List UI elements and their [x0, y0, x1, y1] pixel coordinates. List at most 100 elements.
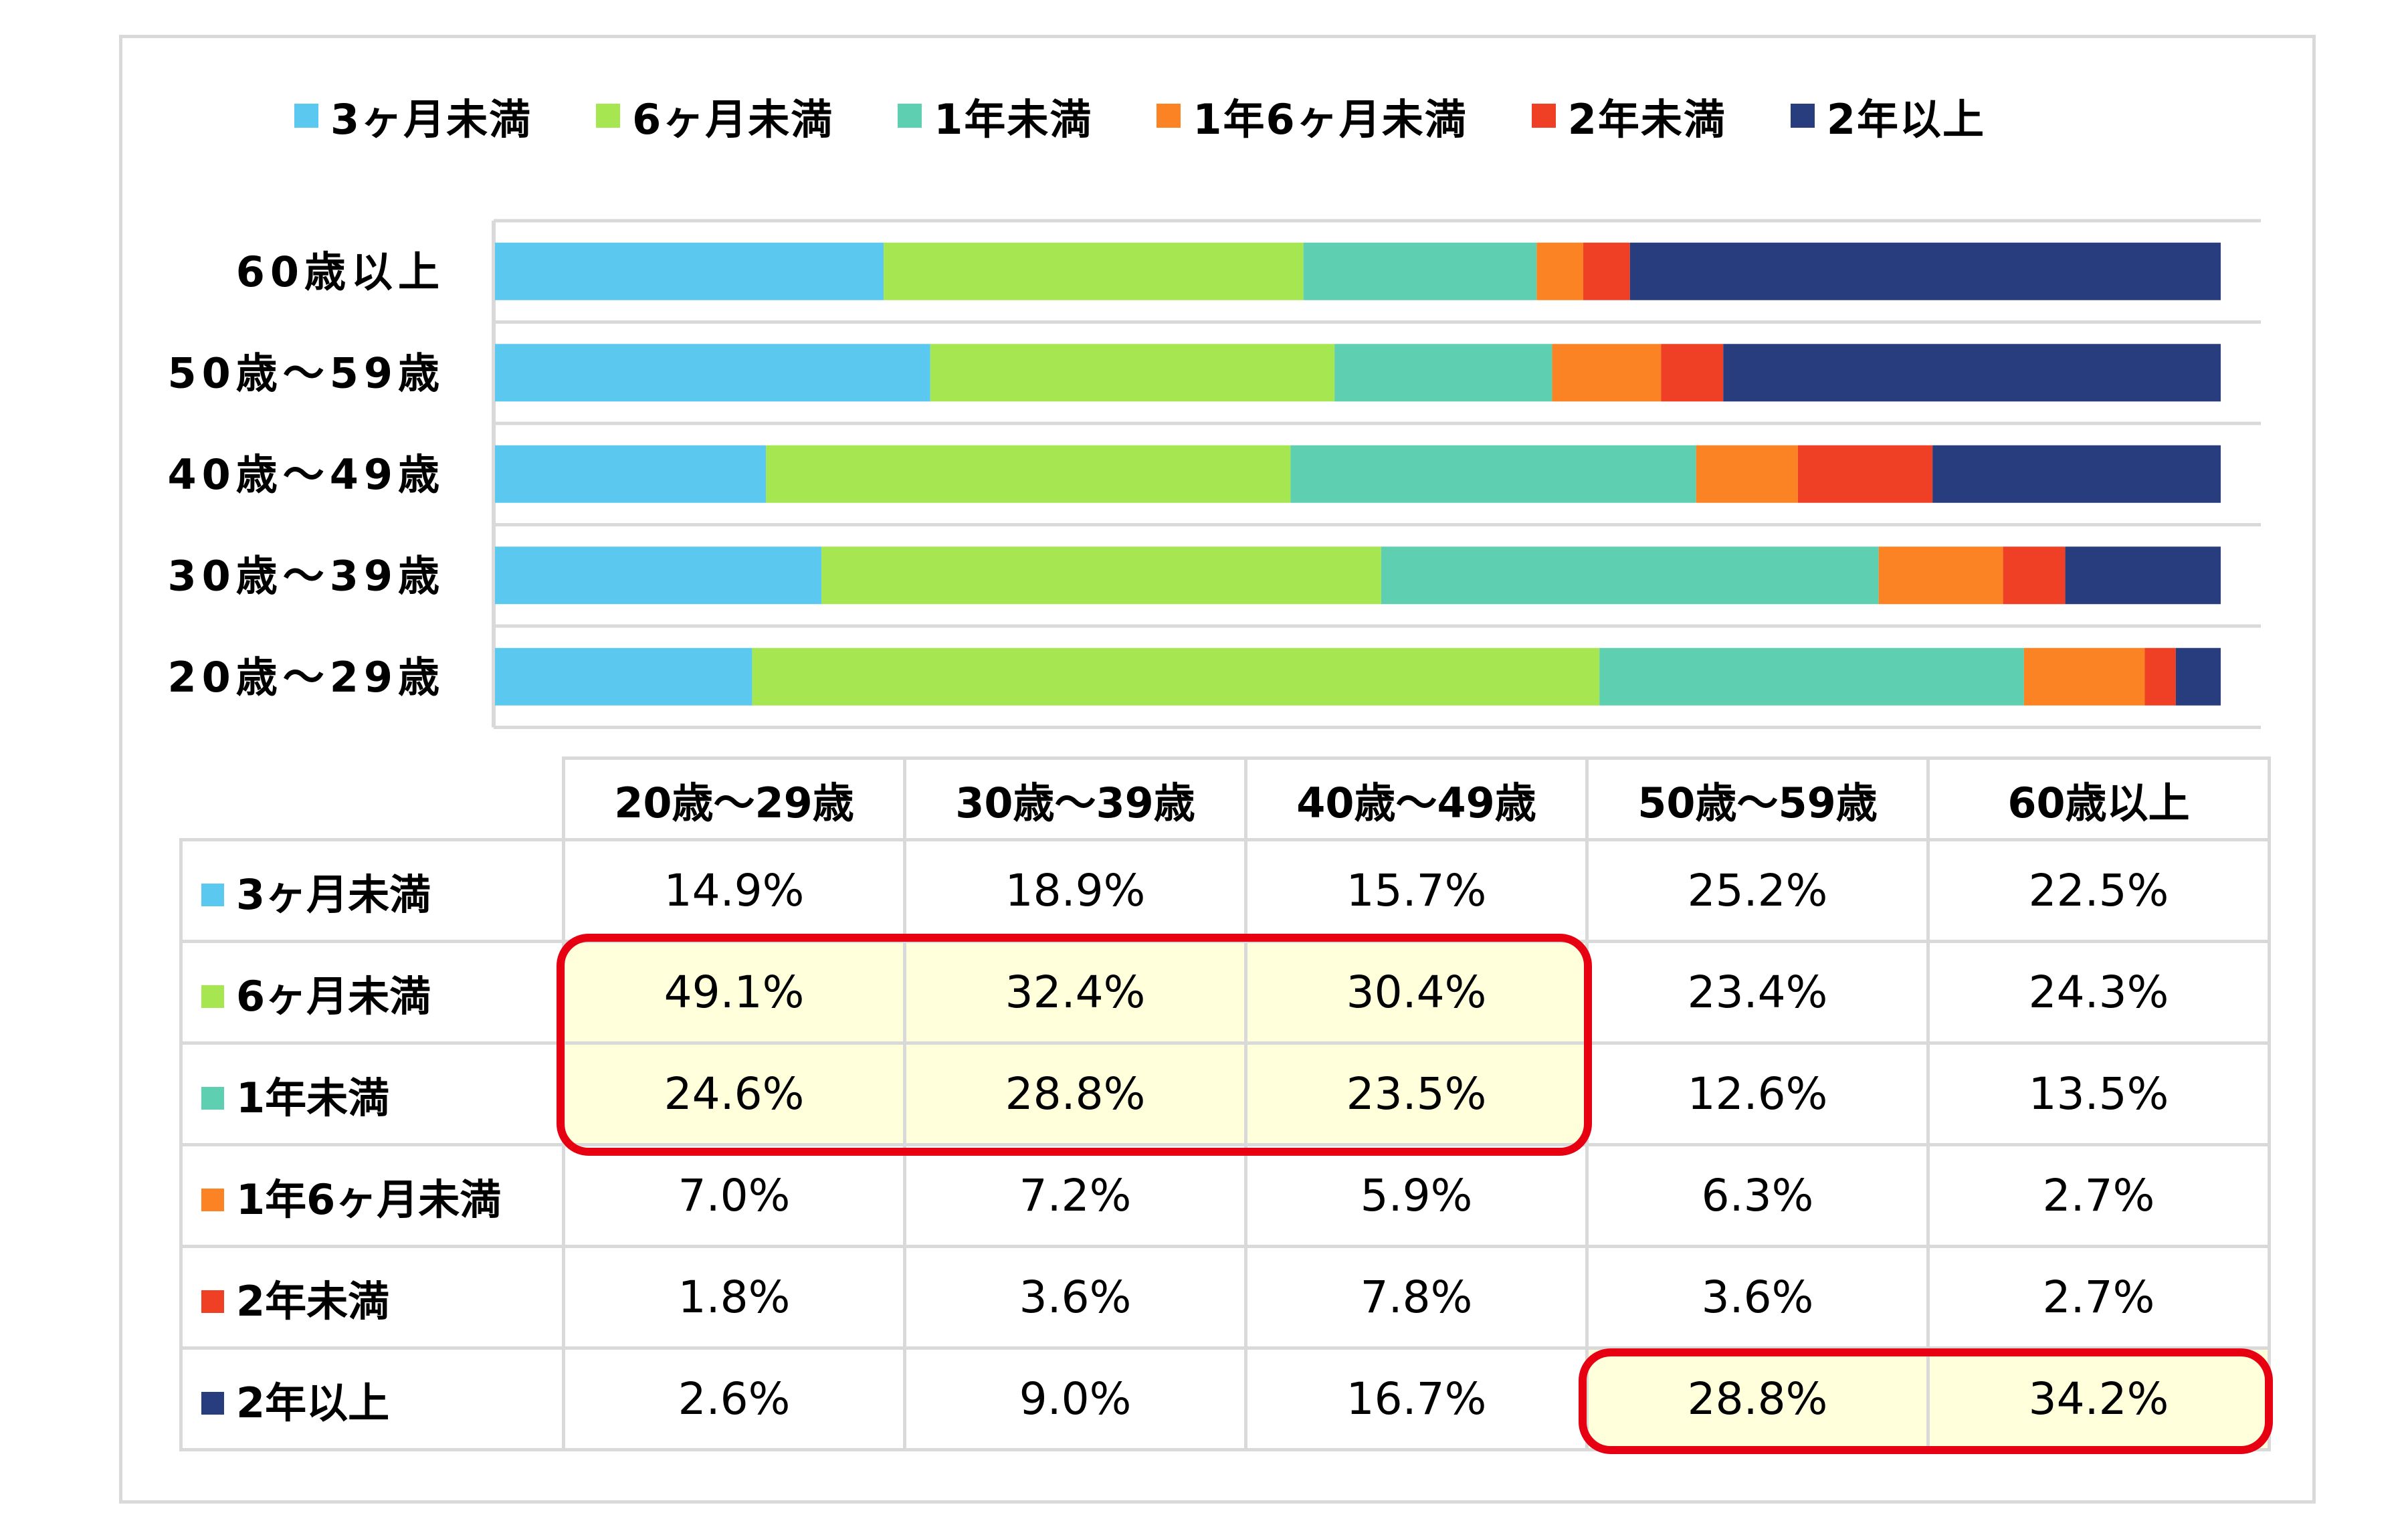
- table-cell: 49.1%: [562, 940, 906, 1045]
- table-cell: 13.5%: [1926, 1041, 2271, 1146]
- bar-segment: [2065, 546, 2221, 605]
- legend-label: 2年未満: [1567, 95, 1726, 144]
- row-color-swatch: [201, 1188, 224, 1211]
- data-table: 20歳～29歳 30歳～39歳 40歳～49歳 50歳～59歳 60歳以上 3ヶ…: [179, 756, 2271, 1451]
- bar-segment: [752, 647, 1600, 706]
- bar-segment: [1536, 242, 1584, 300]
- legend-swatch: [596, 104, 621, 128]
- bar-segment: [821, 546, 1381, 605]
- table-cell: 5.9%: [1244, 1143, 1589, 1248]
- column-header: 50歳～59歳: [1585, 756, 1930, 841]
- legend-item: 1年未満: [898, 86, 1092, 146]
- bar-segment: [495, 242, 884, 300]
- table-cell: 25.2%: [1585, 838, 1930, 943]
- highlight-box-young-short-tenure: [557, 934, 1592, 1156]
- table-row: 1年未満 24.6% 28.8% 23.5% 12.6% 13.5%: [179, 1041, 2271, 1146]
- stacked-bar-chart: 60歳以上 50歳～59歳 40歳～49歳 30歳～39歳 20歳～29歳: [167, 219, 2261, 729]
- table-cell: 2.7%: [1926, 1143, 2271, 1248]
- legend-swatch: [294, 104, 318, 128]
- row-label: 3ヶ月未満: [236, 870, 431, 919]
- table-cell: 2.6%: [562, 1346, 906, 1451]
- table-cell: 7.2%: [903, 1143, 1247, 1248]
- table-cell: 24.3%: [1926, 940, 2271, 1045]
- bar-segment: [1661, 344, 1724, 402]
- bar-segment: [1629, 242, 2221, 300]
- table-cell: 3.6%: [903, 1245, 1247, 1350]
- bar-segment: [2023, 647, 2145, 706]
- category-tick-label: 30歳～39歳: [167, 551, 445, 600]
- row-color-swatch: [201, 1391, 224, 1415]
- bar-segment: [495, 546, 822, 605]
- table-cell: 16.7%: [1244, 1346, 1589, 1451]
- legend-item: 1年6ヶ月未満: [1157, 86, 1467, 146]
- row-color-swatch: [201, 1086, 224, 1110]
- bar-segment: [2003, 546, 2066, 605]
- table-header-row: 20歳～29歳 30歳～39歳 40歳～49歳 50歳～59歳 60歳以上: [181, 756, 2271, 841]
- bar-segment: [766, 445, 1291, 503]
- table-cell: 23.5%: [1244, 1041, 1589, 1146]
- row-header: 2年未満: [179, 1245, 565, 1350]
- bar-segment: [1290, 445, 1696, 503]
- row-label: 2年以上: [236, 1378, 390, 1427]
- row-header: 6ヶ月未満: [179, 940, 565, 1045]
- table-cell: 7.0%: [562, 1143, 906, 1248]
- table-cell: 1.8%: [562, 1245, 906, 1350]
- legend-label: 1年6ヶ月未満: [1193, 95, 1468, 144]
- highlight-box-older-long-tenure: [1579, 1348, 2273, 1454]
- table-row: 2年未満 1.8% 3.6% 7.8% 3.6% 2.7%: [179, 1245, 2271, 1350]
- bar-segment: [1552, 344, 1662, 402]
- bar-segment: [1334, 344, 1552, 402]
- legend-item: 2年以上: [1790, 86, 1985, 146]
- row-label: 1年未満: [236, 1073, 390, 1122]
- bar-segment: [495, 647, 752, 706]
- table-cell: 23.4%: [1585, 940, 1930, 1045]
- table-cell: 30.4%: [1244, 940, 1589, 1045]
- legend-swatch: [1790, 104, 1815, 128]
- legend-item: 6ヶ月未満: [596, 86, 833, 146]
- category-tick-label: 40歳～49歳: [167, 450, 445, 499]
- table-cell: 22.5%: [1926, 838, 2271, 943]
- bar-segment: [930, 344, 1335, 402]
- row-header: 2年以上: [179, 1346, 565, 1451]
- bar-segment: [2175, 647, 2221, 706]
- table-cell: 15.7%: [1244, 838, 1589, 943]
- column-header: 60歳以上: [1926, 756, 2271, 841]
- table-cell: 2.7%: [1926, 1245, 2271, 1350]
- row-color-swatch: [201, 1290, 224, 1313]
- bar-segment: [495, 445, 767, 503]
- table-row: 3ヶ月未満 14.9% 18.9% 15.7% 25.2% 22.5%: [179, 838, 2271, 943]
- bar-segment: [1932, 445, 2221, 503]
- bar-segment: [1878, 546, 2003, 605]
- bar-segment: [2144, 647, 2176, 706]
- table-row: 6ヶ月未満 49.1% 32.4% 30.4% 23.4% 24.3%: [179, 940, 2271, 1045]
- chart-legend: 3ヶ月未満 6ヶ月未満 1年未満 1年6ヶ月未満 2年未満 2年以上: [294, 86, 2234, 146]
- row-header: 1年6ヶ月未満: [179, 1143, 565, 1248]
- column-header: 40歳～49歳: [1244, 756, 1589, 841]
- table-cell: 7.8%: [1244, 1245, 1589, 1350]
- bar-segment: [1583, 242, 1630, 300]
- table-cell: 9.0%: [903, 1346, 1247, 1451]
- row-header: 1年未満: [179, 1041, 565, 1146]
- bar-segment: [1381, 546, 1879, 605]
- column-header: 20歳～29歳: [562, 756, 906, 841]
- category-tick-label: 50歳～59歳: [167, 348, 445, 397]
- table-cell: 28.8%: [1585, 1346, 1930, 1451]
- bar-segment: [495, 344, 930, 402]
- legend-label: 1年未満: [934, 95, 1093, 144]
- table-cell: 28.8%: [903, 1041, 1247, 1146]
- bar-segment: [884, 242, 1304, 300]
- legend-swatch: [1531, 104, 1556, 128]
- table-cell: 12.6%: [1585, 1041, 1930, 1146]
- chart-frame: [119, 35, 2316, 1504]
- table-cell: 6.3%: [1585, 1143, 1930, 1248]
- column-header: 30歳～39歳: [903, 756, 1247, 841]
- legend-item: 3ヶ月未満: [294, 86, 532, 146]
- row-label: 6ヶ月未満: [236, 971, 431, 1021]
- table-cell: 14.9%: [562, 838, 906, 943]
- row-header: 3ヶ月未満: [179, 838, 565, 943]
- row-label: 1年6ヶ月未満: [236, 1175, 502, 1224]
- category-tick-label: 60歳以上: [236, 247, 445, 296]
- table-corner: [181, 758, 565, 841]
- bar-segment: [1723, 344, 2221, 402]
- legend-swatch: [1157, 104, 1181, 128]
